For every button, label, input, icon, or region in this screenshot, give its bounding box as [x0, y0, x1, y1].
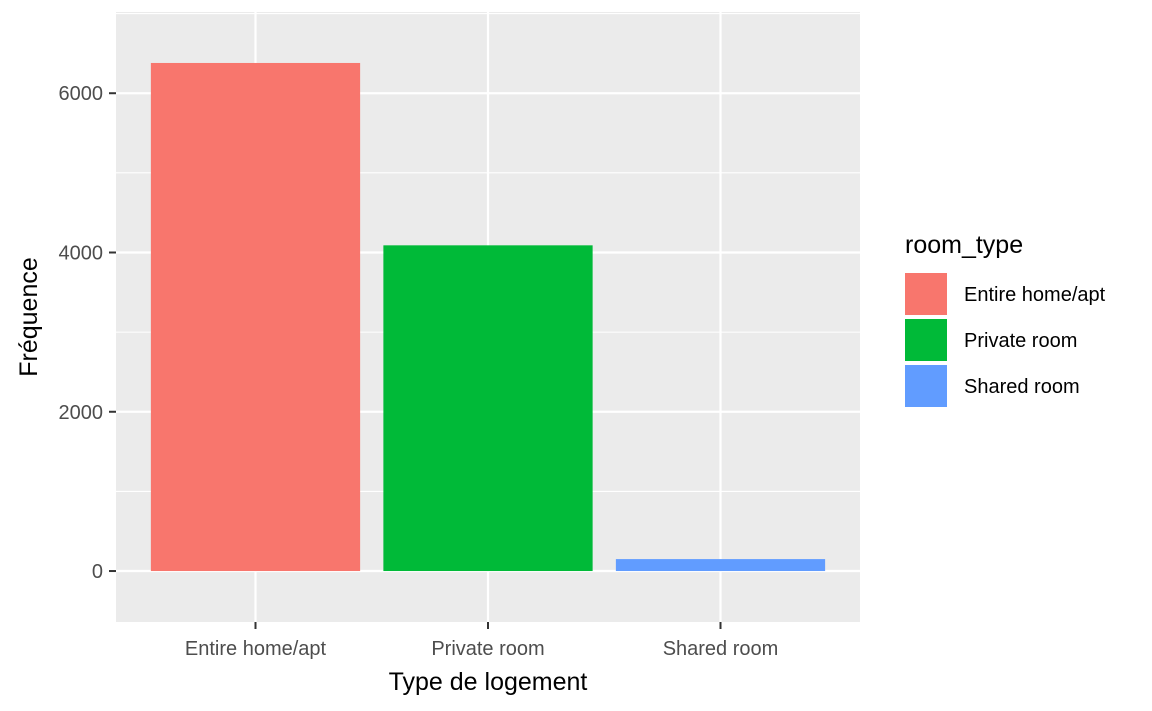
bar — [383, 245, 593, 572]
y-tick-label: 0 — [92, 561, 103, 583]
legend-label: Private room — [964, 330, 1077, 352]
legend-key — [905, 365, 947, 407]
y-tick-label: 2000 — [59, 402, 104, 424]
x-tick-label: Entire home/apt — [185, 638, 327, 660]
legend: room_type Entire home/apt Private room Sha… — [905, 231, 1106, 407]
y-tick-label: 4000 — [59, 242, 104, 264]
y-axis-title: Fréquence — [15, 257, 43, 377]
x-tick-label: Shared room — [663, 638, 779, 660]
y-tick-label: 6000 — [59, 83, 104, 105]
x-axis: Entire home/apt Private room Shared room — [185, 622, 778, 660]
legend-label: Shared room — [964, 376, 1080, 398]
bars — [150, 62, 826, 572]
legend-label: Entire home/apt — [964, 284, 1106, 306]
legend-title: room_type — [905, 231, 1023, 259]
bar — [615, 559, 826, 572]
legend-key — [905, 319, 947, 361]
x-axis-title: Type de logement — [389, 668, 588, 696]
bar — [150, 62, 361, 572]
y-axis: 0 2000 4000 6000 — [59, 83, 116, 583]
legend-key — [905, 273, 947, 315]
x-tick-label: Private room — [431, 638, 544, 660]
